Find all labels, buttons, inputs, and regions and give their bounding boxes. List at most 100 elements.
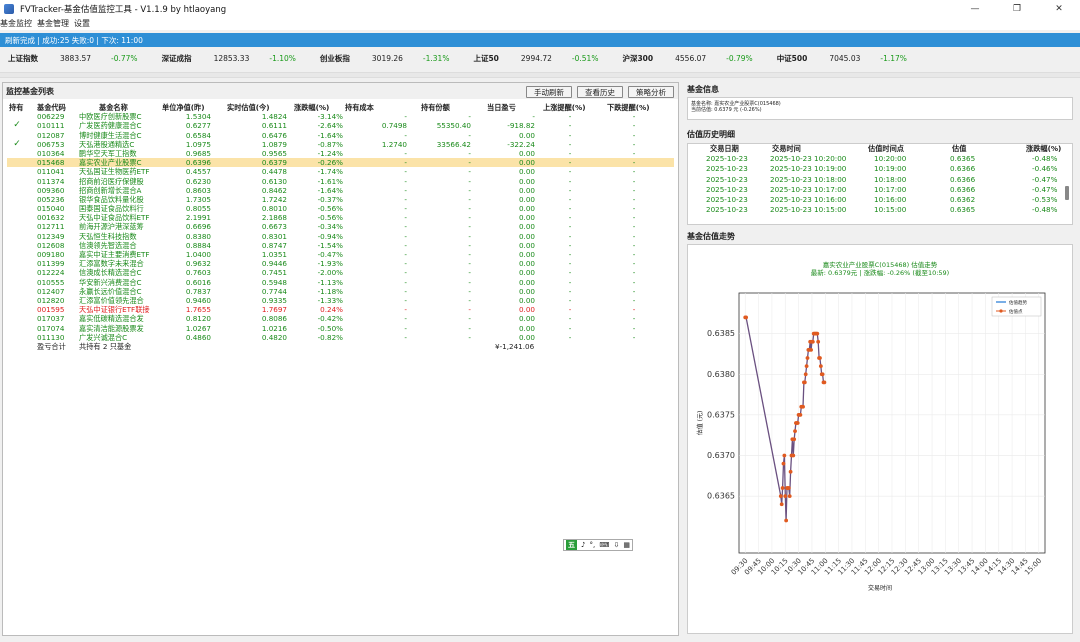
fund-row[interactable]: 012407 永赢长远价值混合C 0.7837 0.7744 -1.18% - - 0.00 -…	[7, 287, 674, 296]
fund-row[interactable]: ✓ 010111 广发医药健康混合C 0.6277 0.6111 -2.64% 0.7498…	[7, 121, 674, 130]
column-header[interactable]: 涨跌幅(%)	[294, 103, 330, 112]
fund-row[interactable]: 001595 天弘中证银行ETF联接 1.7655 1.7697 0.24% - - 0.00…	[7, 305, 674, 314]
cell-shares: -	[468, 112, 471, 122]
column-header[interactable]: 持有成本	[345, 103, 374, 112]
cell-name: 银华食品饮料量化股	[79, 194, 144, 204]
download-icon[interactable]: ⇩	[613, 541, 620, 549]
view-history-button[interactable]: 查看历史	[577, 86, 623, 98]
cell-pct: -0.87%	[317, 139, 343, 149]
fund-row[interactable]: 012349 天弘恒生科技指数 0.8380 0.8301 -0.94% - - 0.00 - -	[7, 232, 674, 241]
column-header[interactable]: 上涨提醒(%)	[543, 103, 586, 112]
history-cell: 0.6366	[950, 184, 976, 194]
fund-row[interactable]: 015468 嘉实农业产业股票C 0.6396 0.6379 -0.26% - - 0.00 -…	[7, 158, 674, 168]
column-header[interactable]: 实时估值(今)	[227, 103, 270, 112]
grid-icon[interactable]: ▦	[623, 541, 630, 549]
cell-up: -	[568, 194, 572, 204]
trend-chart: 0.63650.63700.63750.63800.638509:3009:45…	[696, 260, 1046, 592]
history-row[interactable]: 2025-10-23 2025-10-23 10:15:00 10:15:00 0.6…	[688, 205, 1072, 215]
history-row[interactable]: 2025-10-23 2025-10-23 10:17:00 10:17:00 0.6…	[688, 185, 1072, 195]
fund-row[interactable]: 009180 嘉实中证主要消费ETF 1.0400 1.0351 -0.47% - - 0.0…	[7, 250, 674, 259]
fund-row[interactable]: 011130 广发兴诚混合C 0.4860 0.4820 -0.82% - - 0.00 - -	[7, 333, 674, 342]
cell-up: -	[568, 139, 572, 149]
minimize-button[interactable]: —	[970, 3, 980, 14]
cell-up: -	[568, 259, 572, 269]
cell-shares: -	[468, 213, 471, 223]
fund-row[interactable]: 010364 鹏华空天军工指数 0.9685 0.9565 -1.24% - - 0.00 - -	[7, 149, 674, 158]
moon-icon[interactable]: ♪	[581, 541, 586, 549]
fund-row[interactable]: 017037 嘉实低碳精选混合发 0.8120 0.8086 -0.42% - - 0.00 -…	[7, 314, 674, 323]
index-value: 12853.33	[213, 53, 250, 63]
cell-pct: -0.56%	[317, 204, 343, 214]
cell-up: -	[568, 250, 572, 259]
column-header[interactable]: 单位净值(昨)	[162, 103, 205, 112]
cell-down: -	[632, 194, 636, 204]
history-column-header[interactable]: 涨跌幅(%)	[1026, 144, 1062, 153]
index-value: 7045.03	[829, 53, 861, 63]
maximize-button[interactable]: ❐	[1012, 3, 1022, 14]
fund-row[interactable]: 009360 招商创新增长混合A 0.8603 0.8462 -1.64% - - 0.00 -…	[7, 186, 674, 195]
fund-row[interactable]: 011399 汇添富数字未来混合 0.9632 0.9446 -1.93% - - 0.00 -…	[7, 259, 674, 268]
punctuation-icon[interactable]: °,	[589, 541, 596, 549]
menu-bar: 基金监控 基金管理 设置	[0, 17, 1080, 30]
window-title: FVTracker-基金估值监控工具 - V1.1.9 by htlaoyang	[20, 4, 227, 15]
cell-shares: -	[468, 158, 471, 168]
fund-row[interactable]: 006229 中欧医疗创新股票C 1.5304 1.4824 -3.14% - - - - -	[7, 112, 674, 121]
fund-row[interactable]: 012820 汇添富价值领先混合 0.9460 0.9335 -1.33% - - 0.00 -…	[7, 296, 674, 305]
cell-est: 0.8462	[261, 185, 287, 195]
column-header[interactable]: 下跌提醒(%)	[607, 103, 650, 112]
fund-row[interactable]: 012711 前海开源沪港深蓝筹 0.6696 0.6673 -0.34% - - 0.00 -…	[7, 222, 674, 231]
cell-cost: -	[404, 158, 407, 168]
cell-code: 012224	[37, 268, 65, 278]
history-column-header[interactable]: 交易时间	[772, 144, 801, 153]
close-button[interactable]: ✕	[1055, 3, 1063, 14]
history-column-header[interactable]: 交易日期	[710, 144, 739, 153]
cell-nav: 0.4860	[185, 332, 211, 342]
strategy-analysis-button[interactable]: 策略分析	[628, 86, 674, 98]
cell-shares: -	[468, 167, 471, 177]
fund-row[interactable]: 012608 信澳领先智选混合 0.8884 0.8747 -1.54% - - 0.00 - -	[7, 241, 674, 250]
cell-cost: -	[404, 268, 407, 278]
column-header[interactable]: 持有	[9, 103, 24, 112]
fund-list-panel: 监控基金列表 手动刷新 查看历史 策略分析 持有 基金代码 基金名称 单位净值(昨) 实…	[2, 82, 679, 636]
cell-est: 1.0216	[261, 323, 287, 333]
column-header[interactable]: 持有份额	[421, 103, 450, 112]
index-change: -1.10%	[269, 53, 296, 63]
fund-row[interactable]: 015040 国泰国证食品饮料行 0.8055 0.8010 -0.56% - - 0.00 -…	[7, 204, 674, 213]
manual-refresh-button[interactable]: 手动刷新	[526, 86, 572, 98]
cell-name: 博时健康生活混合C	[79, 130, 142, 140]
column-header[interactable]: 基金名称	[99, 103, 128, 112]
cell-est: 0.6130	[261, 176, 287, 186]
fund-row[interactable]: 011374 招商前沿医疗保健股 0.6230 0.6130 -1.61% - - 0.00 -…	[7, 177, 674, 186]
fund-row[interactable]: 010555 华安新兴消费混合C 0.6016 0.5948 -1.13% - - 0.00 -…	[7, 278, 674, 287]
fund-row[interactable]: 005236 银华食品饮料量化股 1.7305 1.7242 -0.37% - - 0.00 -…	[7, 195, 674, 204]
cell-pct: -1.64%	[317, 130, 343, 140]
history-column-header[interactable]: 估值	[952, 144, 967, 153]
menu-settings[interactable]: 设置	[74, 19, 90, 28]
column-header[interactable]: 基金代码	[37, 103, 66, 112]
fund-row[interactable]: 012087 博时健康生活混合C 0.6584 0.6476 -1.64% - - 0.00 -…	[7, 131, 674, 140]
history-scrollbar[interactable]	[1065, 186, 1069, 200]
history-row[interactable]: 2025-10-23 2025-10-23 10:20:00 10:20:00 0.6…	[688, 154, 1072, 164]
cell-pct: -1.24%	[317, 148, 343, 158]
fund-row[interactable]: 001632 天弘中证食品饮料ETF 2.1991 2.1868 -0.56% - - 0.0…	[7, 213, 674, 222]
data-point	[783, 494, 788, 499]
menu-fund-monitor[interactable]: 基金监控	[0, 19, 32, 28]
trend-title: 基金估值走势	[687, 232, 735, 241]
cell-pnl: 0.00	[518, 222, 535, 232]
history-cell: -0.47%	[1032, 184, 1058, 194]
menu-fund-manage[interactable]: 基金管理	[37, 19, 69, 28]
fund-row[interactable]: 017074 嘉实清洁能源股票发 1.0267 1.0216 -0.50% - - 0.00 -…	[7, 324, 674, 333]
history-column-header[interactable]: 估值时间点	[868, 144, 904, 153]
splitter[interactable]	[0, 72, 1080, 78]
cell-code: 010555	[37, 277, 65, 287]
ime-logo-icon[interactable]: 五	[566, 540, 578, 550]
history-row[interactable]: 2025-10-23 2025-10-23 10:18:00 10:18:00 0.6…	[688, 175, 1072, 185]
fund-row[interactable]: 011041 天弘国证生物医药ETF 0.4557 0.4478 -1.74% - - 0.0…	[7, 167, 674, 176]
cell-code: 012349	[37, 231, 65, 241]
column-header[interactable]: 当日盈亏	[487, 103, 516, 112]
fund-row[interactable]: ✓ 006753 天弘港股通精选C 1.0975 1.0879 -0.87% 1.2740 3…	[7, 140, 674, 149]
fund-row[interactable]: 012224 信澳成长精选混合C 0.7603 0.7451 -2.00% - - 0.00 -…	[7, 268, 674, 277]
history-row[interactable]: 2025-10-23 2025-10-23 10:16:00 10:16:00 0.6…	[688, 195, 1072, 205]
history-row[interactable]: 2025-10-23 2025-10-23 10:19:00 10:19:00 0.6…	[688, 164, 1072, 174]
keyboard-icon[interactable]: ⌨	[599, 541, 610, 549]
